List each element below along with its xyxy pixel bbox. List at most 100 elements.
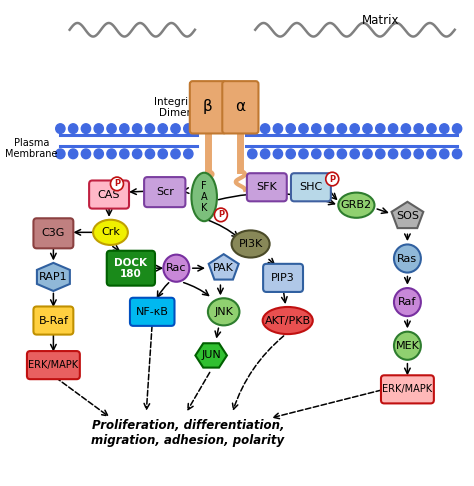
Circle shape <box>94 124 103 134</box>
FancyBboxPatch shape <box>190 81 226 134</box>
Text: P: P <box>329 174 335 184</box>
Text: JUN: JUN <box>201 350 221 361</box>
Circle shape <box>171 124 180 134</box>
Text: Rac: Rac <box>166 263 187 273</box>
Text: PIP3: PIP3 <box>271 273 295 283</box>
Circle shape <box>184 124 193 134</box>
Text: β: β <box>203 99 213 114</box>
Polygon shape <box>209 254 239 279</box>
Circle shape <box>56 124 65 134</box>
Circle shape <box>158 124 167 134</box>
Circle shape <box>110 177 123 191</box>
Circle shape <box>273 149 283 158</box>
Circle shape <box>427 149 436 158</box>
Text: Scr: Scr <box>156 187 173 197</box>
Circle shape <box>248 149 257 158</box>
Text: Integrin
Dimer: Integrin Dimer <box>154 97 195 118</box>
Circle shape <box>452 149 462 158</box>
Text: SFK: SFK <box>256 182 277 192</box>
Text: Crk: Crk <box>101 227 120 237</box>
FancyBboxPatch shape <box>222 81 258 134</box>
Circle shape <box>388 124 398 134</box>
Circle shape <box>146 149 155 158</box>
Text: B-Raf: B-Raf <box>38 315 68 326</box>
Ellipse shape <box>338 192 374 218</box>
Circle shape <box>394 331 421 360</box>
Text: Matrix: Matrix <box>362 14 399 27</box>
FancyBboxPatch shape <box>130 298 174 326</box>
Text: F
A
K: F A K <box>201 181 208 213</box>
Circle shape <box>286 124 295 134</box>
Circle shape <box>107 124 116 134</box>
Circle shape <box>326 172 339 186</box>
Ellipse shape <box>208 298 239 326</box>
Text: SOS: SOS <box>396 211 419 221</box>
Circle shape <box>401 124 410 134</box>
Text: C3G: C3G <box>42 228 65 238</box>
Circle shape <box>164 255 189 282</box>
Circle shape <box>261 124 270 134</box>
Polygon shape <box>195 343 227 367</box>
FancyBboxPatch shape <box>107 251 155 286</box>
Text: ERK/MAPK: ERK/MAPK <box>28 360 79 370</box>
Text: JNK: JNK <box>214 307 233 317</box>
Text: NF-κB: NF-κB <box>136 307 169 317</box>
Circle shape <box>375 149 385 158</box>
Circle shape <box>146 124 155 134</box>
Circle shape <box>184 149 193 158</box>
Circle shape <box>452 124 462 134</box>
Text: ERK/MAPK: ERK/MAPK <box>383 384 432 394</box>
Text: SHC: SHC <box>299 182 322 192</box>
FancyBboxPatch shape <box>89 180 129 208</box>
Text: P: P <box>218 210 224 219</box>
FancyBboxPatch shape <box>263 264 303 292</box>
Circle shape <box>273 124 283 134</box>
Circle shape <box>94 149 103 158</box>
Text: Plasma
Membrane: Plasma Membrane <box>5 138 58 159</box>
Circle shape <box>299 124 308 134</box>
Ellipse shape <box>232 230 270 258</box>
Circle shape <box>107 149 116 158</box>
Circle shape <box>133 124 142 134</box>
Circle shape <box>133 149 142 158</box>
Circle shape <box>388 149 398 158</box>
Circle shape <box>312 149 321 158</box>
Text: Raf: Raf <box>398 297 417 307</box>
Circle shape <box>214 208 228 222</box>
Text: AKT/PKB: AKT/PKB <box>264 315 311 326</box>
Circle shape <box>171 149 180 158</box>
Ellipse shape <box>93 220 128 245</box>
Text: MEK: MEK <box>395 341 419 351</box>
Circle shape <box>286 149 295 158</box>
Text: Proliferation, differentiation,
migration, adhesion, polarity: Proliferation, differentiation, migratio… <box>91 419 284 447</box>
Circle shape <box>325 149 334 158</box>
Text: DOCK
180: DOCK 180 <box>114 258 147 278</box>
Circle shape <box>337 124 346 134</box>
Circle shape <box>312 124 321 134</box>
Circle shape <box>394 288 421 316</box>
FancyBboxPatch shape <box>144 177 185 207</box>
Text: α: α <box>235 99 246 114</box>
FancyBboxPatch shape <box>34 218 73 248</box>
FancyBboxPatch shape <box>291 173 331 201</box>
Circle shape <box>363 124 372 134</box>
Circle shape <box>261 149 270 158</box>
Text: RAP1: RAP1 <box>39 272 68 282</box>
Circle shape <box>350 124 359 134</box>
Ellipse shape <box>191 173 217 221</box>
FancyBboxPatch shape <box>27 351 80 379</box>
Text: CAS: CAS <box>98 190 120 200</box>
Circle shape <box>120 124 129 134</box>
Text: GRB2: GRB2 <box>341 200 372 210</box>
Text: PAK: PAK <box>213 263 234 273</box>
Circle shape <box>401 149 410 158</box>
Circle shape <box>69 124 78 134</box>
Text: Ras: Ras <box>397 254 418 263</box>
Circle shape <box>82 124 91 134</box>
Polygon shape <box>392 202 423 228</box>
Circle shape <box>69 149 78 158</box>
Circle shape <box>82 149 91 158</box>
Circle shape <box>439 124 449 134</box>
Circle shape <box>56 149 65 158</box>
Circle shape <box>350 149 359 158</box>
